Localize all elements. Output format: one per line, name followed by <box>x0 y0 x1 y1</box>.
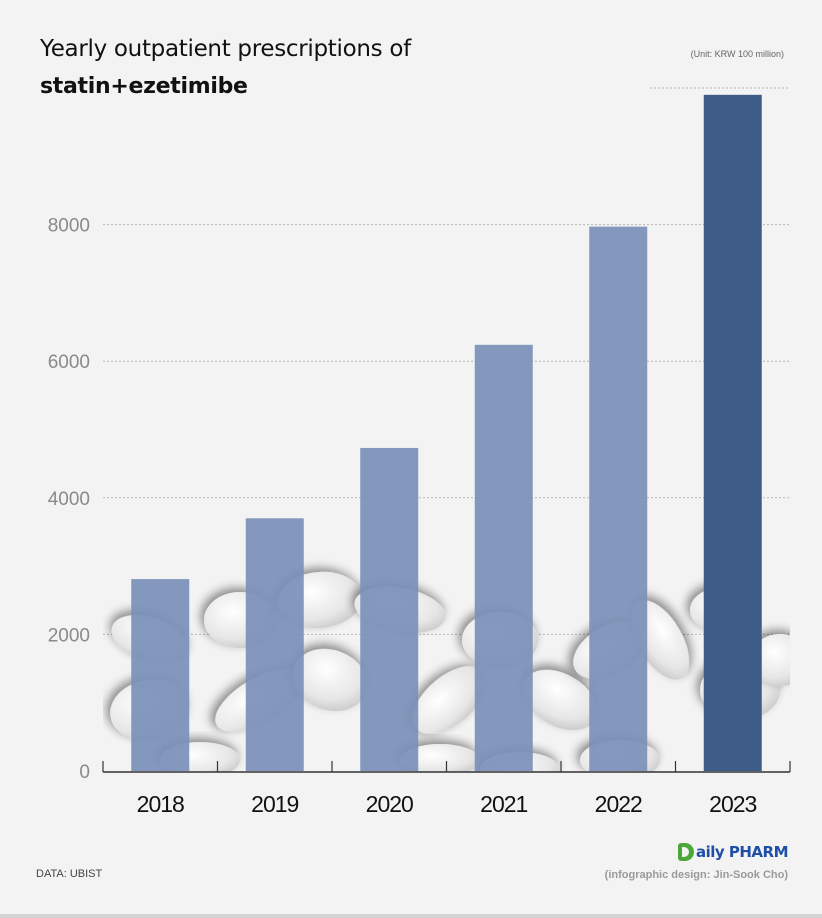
pill-shape <box>292 648 368 712</box>
logo-d-icon <box>677 843 694 861</box>
chart-subtitle: statin+ezetimibe <box>40 74 248 99</box>
pill-shape <box>400 744 480 772</box>
chart-title: Yearly outpatient prescriptions of <box>40 36 411 62</box>
bar-2022 <box>589 226 648 772</box>
x-tick-labels: 2018 2019 2020 2021 2022 2023 <box>137 791 758 817</box>
data-source: DATA: UBIST <box>36 868 103 880</box>
gridlines <box>103 87 790 635</box>
bars <box>131 94 762 772</box>
y-tick-label: 4000 <box>48 489 90 510</box>
x-tick-label: 2023 <box>709 791 756 817</box>
y-tick-label: 0 <box>79 762 90 783</box>
y-tick-label: 2000 <box>48 625 90 646</box>
y-tick-labels: 0 2000 4000 6000 8000 <box>48 216 90 783</box>
x-tick-label: 2019 <box>251 791 298 817</box>
pill-shape <box>523 669 597 731</box>
y-tick-label: 6000 <box>48 352 90 373</box>
bar-2021 <box>474 344 533 771</box>
bar-2020 <box>360 447 419 771</box>
logo-text: aily PHARM <box>695 843 789 861</box>
x-tick-label: 2018 <box>137 791 184 817</box>
bar-2018 <box>131 579 190 771</box>
design-credit: (infographic design: Jin-Sook Cho) <box>604 869 788 881</box>
bar-2019 <box>245 518 304 771</box>
unit-note: (Unit: KRW 100 million) <box>690 49 784 59</box>
x-tick-label: 2021 <box>480 791 527 817</box>
x-tick-label: 2022 <box>595 791 642 817</box>
bar-2023 <box>703 94 762 771</box>
pill-shape <box>412 666 488 734</box>
x-axis <box>102 761 791 773</box>
dailypharm-logo: aily PHARM <box>677 843 789 861</box>
x-tick-label: 2020 <box>366 791 413 817</box>
bottom-divider <box>0 914 822 918</box>
y-tick-label: 8000 <box>48 216 90 237</box>
